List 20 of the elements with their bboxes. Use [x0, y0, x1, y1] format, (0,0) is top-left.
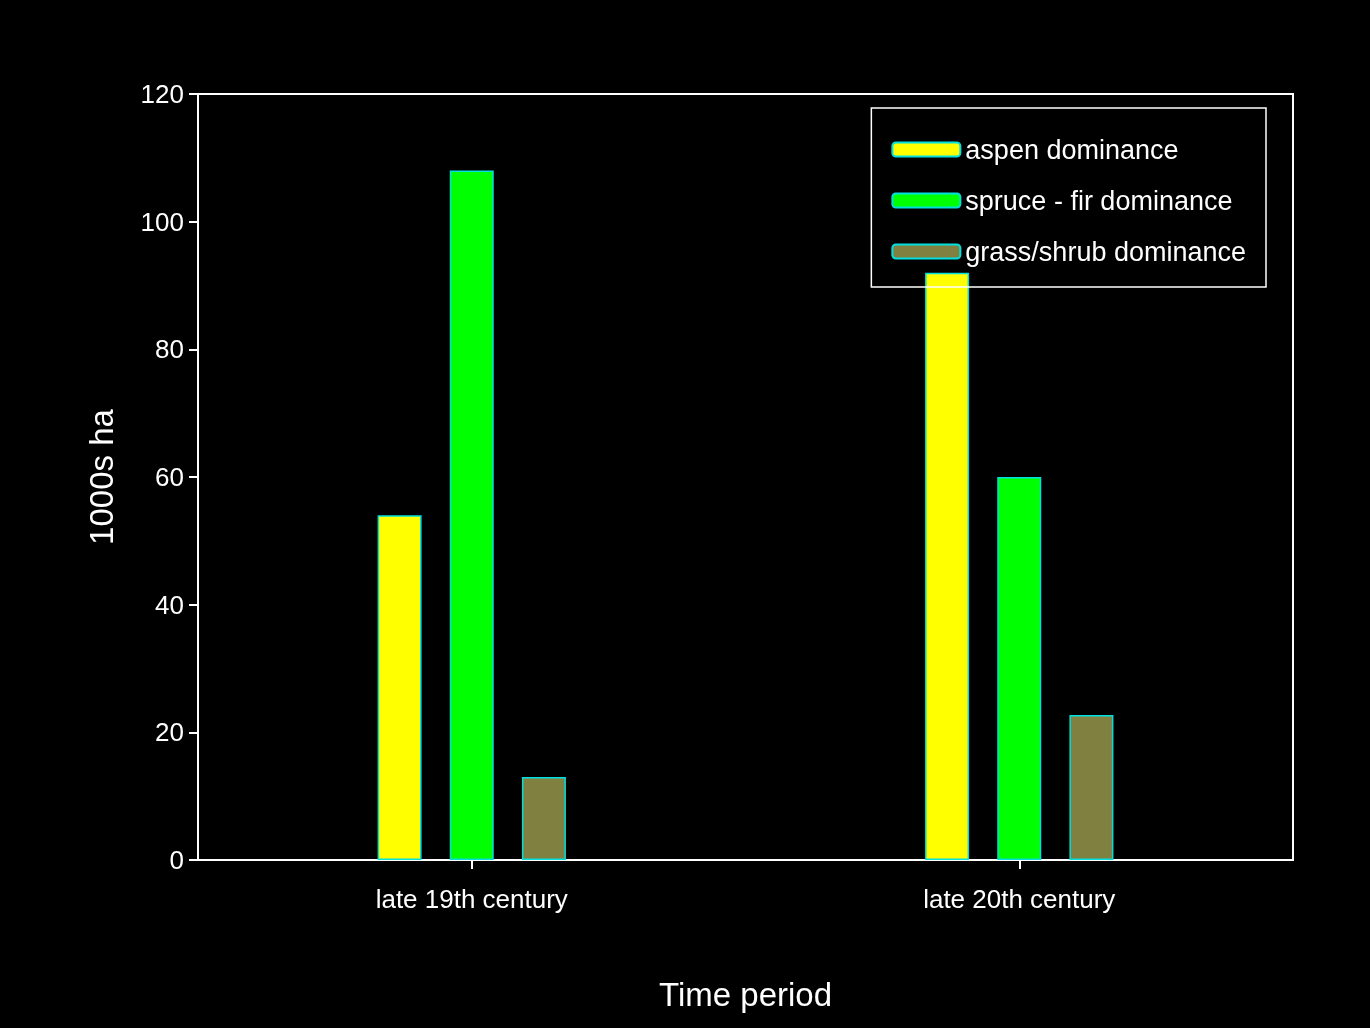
y-tick-label: 80: [155, 334, 184, 365]
y-tick-label: 120: [140, 79, 184, 109]
bar: [925, 272, 970, 860]
y-tick-label: 60: [155, 462, 184, 492]
y-tick-label: 0: [169, 845, 184, 875]
x-tick-label: late 20th century: [923, 884, 1116, 914]
bar: [449, 170, 494, 860]
x-axis-title: Time period: [658, 976, 833, 1013]
bar: [377, 515, 422, 860]
y-axis-title: 1000s ha: [83, 408, 120, 545]
bar: [1069, 715, 1114, 860]
legend-label: spruce - fir dominance: [965, 185, 1233, 216]
y-tick-label: 40: [155, 589, 184, 620]
x-tick-label: late 19th century: [375, 884, 568, 914]
legend-label: aspen dominance: [965, 134, 1179, 165]
y-tick-label: 100: [140, 206, 184, 237]
bar: [521, 777, 566, 860]
legend-label: grass/shrub dominance: [965, 236, 1246, 267]
y-tick-label: 20: [155, 717, 184, 748]
bar: [997, 477, 1042, 860]
